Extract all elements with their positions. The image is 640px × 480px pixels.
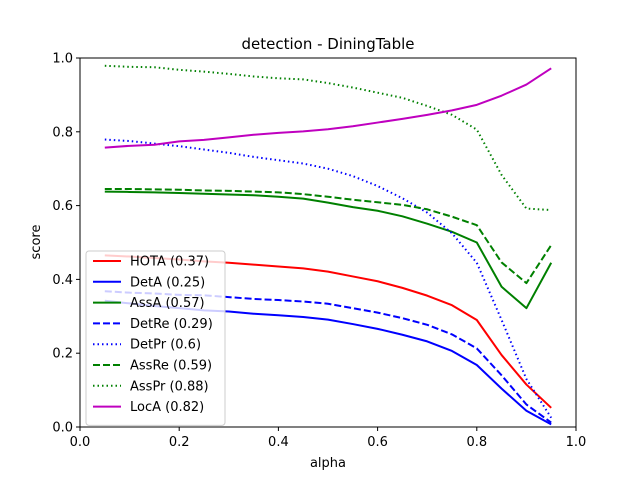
series-line-5 bbox=[104, 138, 553, 419]
legend: HOTA (0.37) DetA (0.25) AssA (0.57) DetRe (… bbox=[85, 250, 226, 426]
x-tick-label: 0.0 bbox=[70, 435, 91, 450]
legend-box bbox=[85, 250, 226, 426]
y-axis-label: score bbox=[29, 225, 44, 260]
series-line-8 bbox=[104, 67, 552, 149]
legend-label: AssRe (0.59) bbox=[130, 359, 212, 374]
legend-label: DetA (0.25) bbox=[130, 275, 205, 290]
series-line-6 bbox=[104, 188, 553, 285]
x-tick-label: 1.0 bbox=[566, 435, 587, 450]
y-tick-label: 0.8 bbox=[52, 125, 73, 140]
plot-frame bbox=[79, 57, 577, 428]
legend-label: AssPr (0.88) bbox=[130, 379, 209, 394]
series-line-3 bbox=[104, 190, 553, 310]
y-axis: 0.0 0.2 0.4 0.6 0.8 1.0 bbox=[52, 52, 80, 436]
y-tick-label: 1.0 bbox=[52, 52, 73, 67]
legend-label: AssA (0.57) bbox=[130, 296, 205, 311]
x-tick-label: 0.4 bbox=[268, 435, 289, 450]
x-tick-label: 0.2 bbox=[169, 435, 190, 450]
x-axis-label: alpha bbox=[310, 456, 346, 471]
y-tick-label: 0.0 bbox=[52, 421, 73, 436]
legend-label: LocA (0.82) bbox=[130, 400, 204, 415]
legend-label: HOTA (0.37) bbox=[130, 255, 209, 270]
chart-title: detection - DiningTable bbox=[242, 35, 415, 53]
x-axis: 0.0 0.2 0.4 0.6 0.8 1.0 bbox=[70, 427, 587, 450]
y-tick-label: 0.4 bbox=[52, 273, 73, 288]
x-tick-label: 0.6 bbox=[367, 435, 388, 450]
legend-label: DetRe (0.29) bbox=[130, 317, 213, 332]
legend-label: DetPr (0.6) bbox=[130, 338, 201, 353]
y-tick-label: 0.2 bbox=[52, 347, 73, 362]
y-tick-label: 0.6 bbox=[52, 199, 73, 214]
x-tick-label: 0.8 bbox=[466, 435, 487, 450]
